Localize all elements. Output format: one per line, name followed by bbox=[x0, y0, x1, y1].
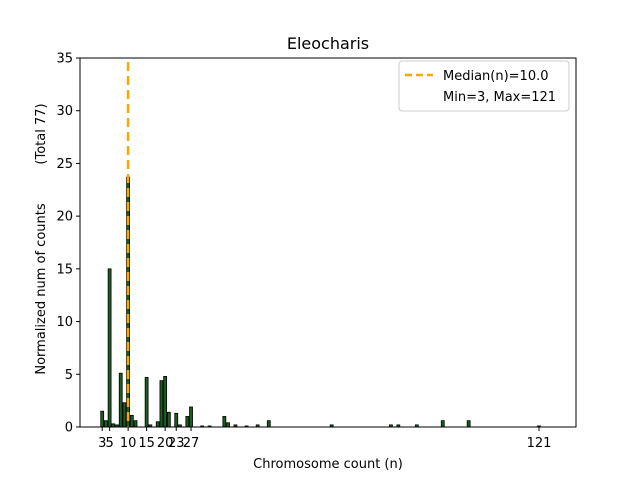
bar-n-95 bbox=[440, 420, 445, 428]
bar-n-3 bbox=[100, 410, 105, 428]
x-tick-label: 15 bbox=[138, 436, 155, 451]
bar-n-27 bbox=[189, 406, 193, 428]
bar-n-4 bbox=[104, 420, 108, 428]
legend: Median(n)=10.0 Min=3, Max=121 bbox=[398, 60, 570, 112]
x-tick-label: 10 bbox=[120, 436, 137, 451]
y-tick-label: 20 bbox=[56, 210, 73, 225]
x-tick-label: 3 bbox=[98, 436, 106, 451]
legend-box bbox=[398, 60, 570, 112]
bar-n-12 bbox=[133, 420, 138, 428]
x-tick-label: 5 bbox=[105, 436, 113, 451]
bar-n-9 bbox=[122, 402, 127, 428]
bar-n-20 bbox=[163, 375, 168, 428]
legend-entry-median: Median(n)=10.0 bbox=[443, 69, 549, 84]
bar-n-5 bbox=[107, 268, 112, 428]
bar-n-23 bbox=[174, 412, 179, 428]
y-axis-label: Normalized num of counts bbox=[34, 203, 49, 374]
y-axis-total-label: (Total 77) bbox=[34, 103, 49, 164]
bar-n-21 bbox=[166, 411, 171, 428]
x-tick-label: 20 bbox=[157, 436, 174, 451]
bar-n-26 bbox=[185, 416, 190, 428]
y-tick-label: 30 bbox=[56, 104, 73, 119]
bar-n-15 bbox=[144, 377, 149, 428]
bar-n-18 bbox=[155, 421, 160, 428]
bar-n-102 bbox=[466, 420, 471, 428]
bar-n-19 bbox=[159, 380, 164, 428]
bar-n-48 bbox=[266, 420, 271, 428]
y-tick-label: 15 bbox=[56, 262, 73, 277]
bar-n-36 bbox=[222, 416, 227, 428]
y-tick-label: 35 bbox=[56, 52, 73, 67]
y-tick-label: 0 bbox=[65, 421, 73, 436]
y-tick-label: 25 bbox=[56, 157, 73, 172]
bar-n-8 bbox=[118, 372, 123, 428]
plot-frame bbox=[79, 57, 577, 428]
x-tick-label: 27 bbox=[183, 436, 200, 451]
x-tick-label: 121 bbox=[527, 436, 552, 451]
bar-n-37 bbox=[226, 422, 230, 428]
legend-entry-range: Min=3, Max=121 bbox=[443, 90, 556, 105]
y-tick-label: 10 bbox=[56, 315, 73, 330]
y-tick-label: 5 bbox=[65, 368, 73, 383]
x-tick-label: 23 bbox=[168, 436, 185, 451]
chart-title: Eleocharis bbox=[287, 34, 369, 53]
x-axis-label: Chromosome count (n) bbox=[253, 457, 403, 472]
bar-n-11 bbox=[129, 414, 134, 428]
